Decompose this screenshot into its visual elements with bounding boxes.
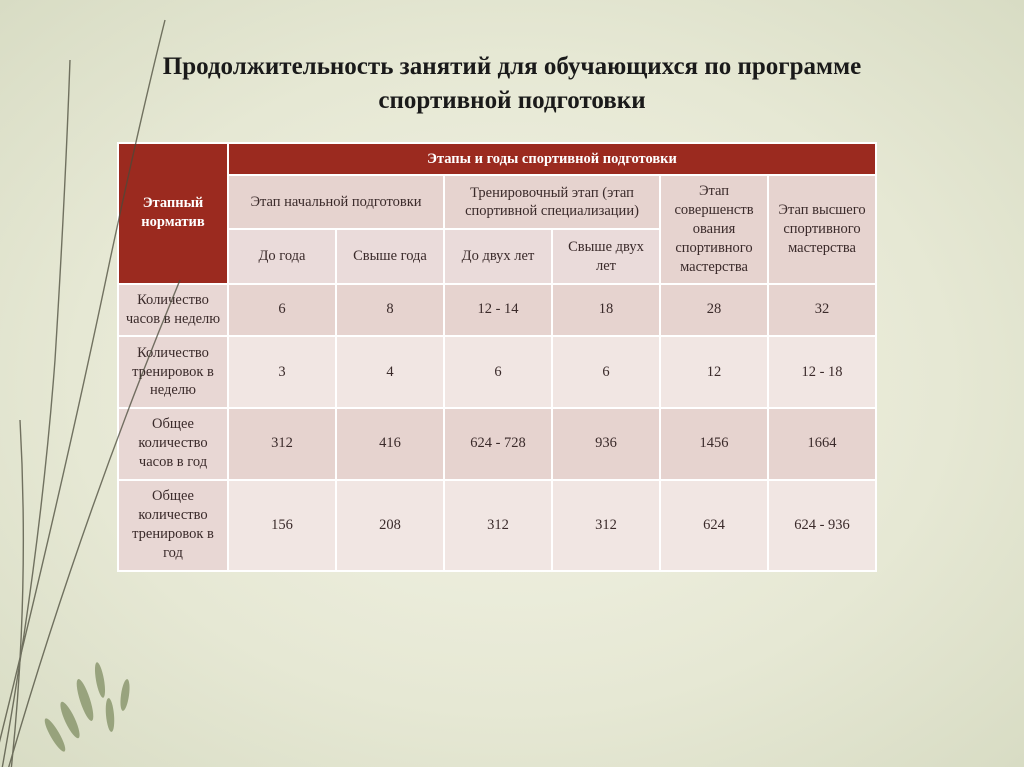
cell: 624 - 936 — [768, 480, 876, 571]
sub-header: Свыше двух лет — [552, 229, 660, 283]
cell: 12 - 14 — [444, 284, 552, 337]
cell: 312 — [552, 480, 660, 571]
group-header: Этап начальной подготовки — [228, 175, 444, 229]
row-label: Общее количество часов в год — [118, 408, 228, 480]
page-title: Продолжительность занятий для обучающихс… — [0, 0, 1024, 142]
table-row: Количество часов в неделю 6 8 12 - 14 18… — [118, 284, 876, 337]
table-container: Этапный норматив Этапы и годы спортивной… — [0, 142, 1024, 567]
cell: 312 — [444, 480, 552, 571]
cell: 6 — [228, 284, 336, 337]
cell: 6 — [552, 336, 660, 408]
sub-header: Свыше года — [336, 229, 444, 283]
cell: 8 — [336, 284, 444, 337]
table-row: Количество тренировок в неделю 3 4 6 6 1… — [118, 336, 876, 408]
cell: 4 — [336, 336, 444, 408]
row-label: Количество часов в неделю — [118, 284, 228, 337]
row-label: Общее количество тренировок в год — [118, 480, 228, 571]
cell: 6 — [444, 336, 552, 408]
cell: 156 — [228, 480, 336, 571]
cell: 312 — [228, 408, 336, 480]
cell: 32 — [768, 284, 876, 337]
table-row: Общее количество тренировок в год 156 20… — [118, 480, 876, 571]
table-row: Общее количество часов в год 312 416 624… — [118, 408, 876, 480]
cell: 208 — [336, 480, 444, 571]
training-duration-table: Этапный норматив Этапы и годы спортивной… — [117, 142, 877, 572]
cell: 12 — [660, 336, 768, 408]
row-label: Количество тренировок в неделю — [118, 336, 228, 408]
cell: 1456 — [660, 408, 768, 480]
spanner-header: Этапы и годы спортивной подготовки — [228, 143, 876, 176]
cell: 12 - 18 — [768, 336, 876, 408]
sub-header: До года — [228, 229, 336, 283]
cell: 28 — [660, 284, 768, 337]
cell: 936 — [552, 408, 660, 480]
cell: 624 — [660, 480, 768, 571]
sub-header: До двух лет — [444, 229, 552, 283]
cell: 1664 — [768, 408, 876, 480]
cell: 624 - 728 — [444, 408, 552, 480]
cell: 18 — [552, 284, 660, 337]
cell: 416 — [336, 408, 444, 480]
cell: 3 — [228, 336, 336, 408]
corner-header: Этапный норматив — [118, 143, 228, 284]
group-header: Этап высшего спортивного мастерства — [768, 175, 876, 283]
group-header: Этап совершенств ования спортивного маст… — [660, 175, 768, 283]
group-header: Тренировочный этап (этап спортивной спец… — [444, 175, 660, 229]
